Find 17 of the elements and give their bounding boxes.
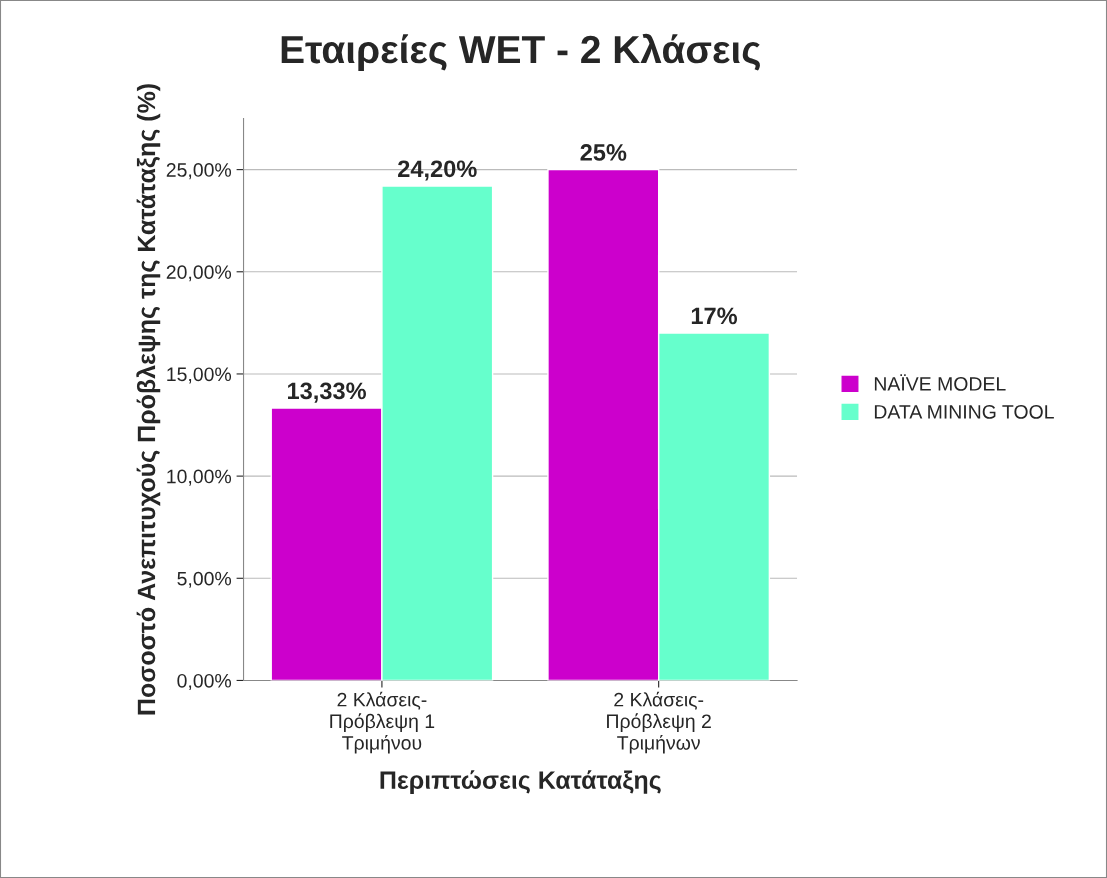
y-tick-label: 20,00% (166, 265, 232, 282)
y-tick-label: 5,00% (177, 571, 232, 588)
data-label: 24,20% (398, 160, 477, 181)
y-tick-label: 0,00% (177, 673, 232, 690)
y-tick-label: 25,00% (166, 163, 232, 180)
legend-label: NAÏVE MODEL (874, 374, 1006, 391)
x-tick-label: 2 Κλάσεις- Πρόβλεψη 2 Τριμήνων (607, 691, 711, 754)
data-label: 17% (691, 307, 738, 325)
x-axis-title: Περιπτώσεις Κατάταξης (380, 770, 661, 794)
y-axis-title: Ποσοστό Ανεπιτυχούς Πρόβλεψης της Κατάταξης (%) (136, 84, 161, 715)
legend-label: DATA MINING TOOL (874, 404, 1054, 419)
chart-title: Εταιρείες WET - 2 Κλάσεις (281, 33, 760, 72)
y-tick-label: 15,00% (167, 367, 232, 384)
data-label: 13,33% (288, 382, 366, 403)
y-tick-label: 10,00% (167, 469, 232, 486)
x-tick-label: 2 Κλάσεις- Πρόβλεψη 1 Τριμήνου (330, 691, 435, 754)
data-label: 25% (580, 144, 627, 161)
